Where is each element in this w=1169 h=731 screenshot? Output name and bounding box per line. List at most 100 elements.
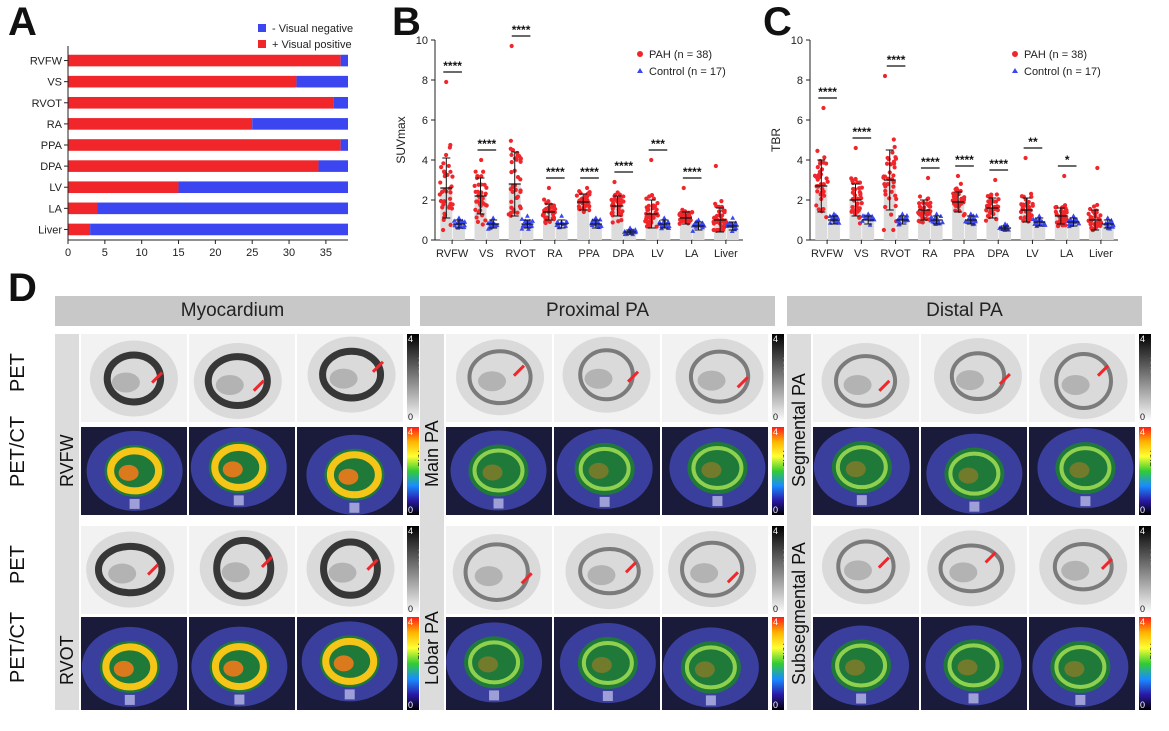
x-tick-label: PPA [578, 248, 600, 260]
uptake-ring [835, 445, 888, 490]
y-tick-label: 10 [416, 35, 428, 47]
colorbar-label: SUV [417, 643, 419, 660]
data-point-control [462, 219, 468, 224]
tissue-blob [843, 374, 872, 395]
spine [856, 693, 867, 704]
hot-spot [845, 659, 866, 676]
data-point-pah [1061, 221, 1067, 226]
data-point-pah [958, 181, 963, 186]
pet-image [813, 334, 919, 422]
petct-scan-graphic [813, 427, 910, 508]
x-tick-label: RA [922, 248, 938, 260]
pet-scan-graphic [1039, 342, 1128, 419]
data-point-pah [1053, 209, 1058, 214]
data-point-pah [546, 185, 552, 191]
column-header: Myocardium [55, 296, 410, 326]
pet-image [554, 334, 660, 422]
data-point-pah [620, 199, 625, 204]
x-tick-label: RA [547, 248, 563, 260]
colorbar: 4 0 SUV [1139, 427, 1151, 515]
tissue-region [943, 639, 1004, 692]
hot-spot [222, 461, 243, 478]
pet-scan-graphic [933, 338, 1022, 415]
legend-label-positive: + Visual positive [272, 39, 352, 51]
data-point-control [963, 218, 968, 224]
spine [129, 498, 140, 509]
petct-image [446, 617, 552, 710]
petct-scan-graphic [191, 626, 288, 707]
colorbar-max: 4 [408, 617, 414, 627]
spine [349, 502, 360, 513]
data-point-control [1076, 221, 1082, 226]
data-point-pah [619, 218, 624, 223]
tissue-region [577, 637, 638, 690]
colorbar-label: SUV [1149, 450, 1151, 467]
x-tick-label: LV [651, 248, 664, 260]
uptake-ring [691, 446, 744, 491]
petct-image [662, 617, 768, 710]
hot-spot [113, 660, 134, 677]
tissue-region [1050, 640, 1111, 693]
x-tick-label: 35 [320, 247, 332, 259]
pet-image [297, 526, 403, 614]
data-point-pah [996, 197, 1001, 202]
data-point-control [934, 211, 940, 216]
tissue-region [468, 444, 529, 497]
data-point-pah [514, 195, 519, 201]
data-point-pah [919, 212, 924, 218]
pet-scan-graphic [565, 533, 654, 610]
petct-scan-graphic [190, 427, 287, 508]
colorbar-label: SUV [782, 357, 784, 374]
pet-scan-graphic [821, 342, 910, 419]
x-tick-label: LV [1026, 248, 1039, 260]
spine [489, 690, 500, 701]
red-arrow-marker [984, 551, 997, 564]
significance-label: * [1065, 153, 1070, 167]
data-point-pah [920, 220, 925, 225]
uptake-region [204, 353, 271, 409]
tissue-blob [949, 562, 978, 583]
panel-label-d: D [8, 266, 37, 310]
colorbar: 4 0 SUV [772, 334, 784, 422]
tissue-blob [587, 565, 616, 586]
data-point-pah [473, 169, 478, 174]
colorbar-min: 0 [773, 505, 779, 515]
petct-image [446, 427, 552, 515]
legend-marker-pah [637, 51, 643, 57]
pet-image [1029, 334, 1135, 422]
x-tick-label: 5 [102, 247, 108, 259]
red-arrow-marker [878, 379, 891, 392]
data-point-pah [441, 169, 447, 174]
significance-label: **** [921, 155, 940, 169]
tissue-region [831, 639, 892, 692]
bar-negative [97, 202, 348, 215]
petct-image [813, 427, 919, 515]
panel-label-a: A [8, 0, 37, 44]
colorbar-label: SUV [782, 549, 784, 566]
bar-positive [68, 96, 334, 109]
data-point-pah [543, 220, 548, 226]
x-tick-label: 10 [136, 247, 148, 259]
data-point-pah [448, 222, 453, 227]
red-arrow-marker [726, 571, 739, 584]
data-point-pah [883, 188, 888, 194]
data-point-pah [689, 210, 695, 215]
legend-swatch-negative [258, 24, 266, 32]
data-point-control [690, 228, 696, 233]
significance-label: **** [853, 125, 872, 139]
data-point-pah [955, 173, 961, 179]
uptake-region [1052, 542, 1114, 592]
data-point-pah [1097, 222, 1102, 227]
data-point-control [526, 218, 532, 224]
y-tick-label: 8 [797, 75, 803, 87]
data-point-pah [610, 220, 615, 225]
bar-negative [333, 96, 348, 109]
tissue-blob [697, 370, 726, 391]
data-point-pah [825, 179, 830, 184]
hot-spot [482, 464, 503, 481]
data-point-control [519, 226, 525, 231]
data-point-control [1036, 213, 1042, 218]
tissue-blob [474, 566, 503, 587]
spine [705, 695, 716, 706]
pet-scan-graphic [452, 534, 541, 611]
